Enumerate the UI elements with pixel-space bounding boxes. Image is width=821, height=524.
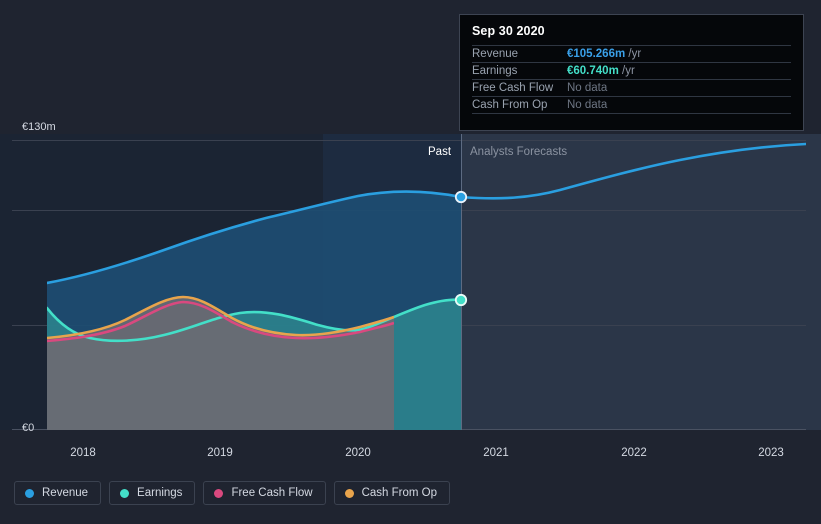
tooltip-amount-earnings: €60.740m xyxy=(567,65,619,77)
tooltip-value-revenue: €105.266m /yr xyxy=(567,48,641,60)
tooltip-value-free-cash-flow: No data xyxy=(567,82,608,94)
tooltip-row-cash-from-op: Cash From Op No data xyxy=(472,96,791,113)
series-line-cash-from-op[interactable] xyxy=(47,295,394,340)
legend-item-revenue[interactable]: Revenue xyxy=(14,481,102,505)
legend-label-free-cash-flow: Free Cash Flow xyxy=(231,487,313,499)
x-axis-tick-2018: 2018 xyxy=(70,447,96,459)
tooltip-label-cash-from-op: Cash From Op xyxy=(472,99,548,111)
tooltip-unit-revenue: /yr xyxy=(628,48,642,60)
tooltip-row-free-cash-flow: Free Cash Flow No data xyxy=(472,79,791,96)
marker-revenue[interactable] xyxy=(454,190,468,204)
tooltip-value-earnings: €60.740m /yr xyxy=(567,65,635,77)
tooltip-row-revenue: Revenue €105.266m /yr xyxy=(472,45,791,62)
legend-label-revenue: Revenue xyxy=(42,487,89,499)
tooltip-label-revenue: Revenue xyxy=(472,48,519,60)
tooltip-footer-divider xyxy=(472,113,791,122)
tooltip-label-earnings: Earnings xyxy=(472,65,518,77)
legend-item-free-cash-flow[interactable]: Free Cash Flow xyxy=(203,481,326,505)
legend-dot-earnings-icon xyxy=(120,488,130,498)
series-line-earnings[interactable] xyxy=(47,298,461,343)
x-axis-tick-2022: 2022 xyxy=(621,447,647,459)
tooltip-amount-revenue: €105.266m xyxy=(567,48,626,60)
legend-dot-free-cash-flow-icon xyxy=(214,488,224,498)
tooltip-label-free-cash-flow: Free Cash Flow xyxy=(472,82,554,94)
legend-label-earnings: Earnings xyxy=(137,487,183,499)
series-line-revenue[interactable] xyxy=(47,142,806,285)
legend-item-earnings[interactable]: Earnings xyxy=(109,481,196,505)
chart-legend[interactable]: Revenue Earnings Free Cash Flow Cash Fro… xyxy=(14,481,451,505)
past-region-label: Past xyxy=(428,146,452,158)
legend-item-cash-from-op[interactable]: Cash From Op xyxy=(333,481,451,505)
legend-dot-cash-from-op-icon xyxy=(344,488,354,498)
forecast-region-label: Analysts Forecasts xyxy=(470,146,568,158)
x-axis-tick-2019: 2019 xyxy=(207,447,233,459)
legend-label-cash-from-op: Cash From Op xyxy=(361,487,438,499)
marker-earnings[interactable] xyxy=(454,293,468,307)
series-area-free-cash-flow xyxy=(47,302,394,430)
y-axis-label-zero: €0 xyxy=(22,422,35,434)
tooltip-date: Sep 30 2020 xyxy=(472,24,545,38)
tooltip-unit-earnings: /yr xyxy=(622,65,635,77)
tooltip-row-earnings: Earnings €60.740m /yr xyxy=(472,62,791,79)
x-axis-tick-2023: 2023 xyxy=(758,447,784,459)
series-line-free-cash-flow[interactable] xyxy=(47,300,394,343)
data-point-tooltip: Sep 30 2020 Revenue €105.266m /yr Earnin… xyxy=(459,14,804,131)
forecast-region-background xyxy=(461,134,821,430)
x-axis-tick-2020: 2020 xyxy=(345,447,371,459)
x-axis-tick-2021: 2021 xyxy=(483,447,509,459)
tooltip-value-cash-from-op: No data xyxy=(567,99,608,111)
y-axis-label-top: €130m xyxy=(22,121,56,133)
legend-dot-revenue-icon xyxy=(25,488,34,498)
